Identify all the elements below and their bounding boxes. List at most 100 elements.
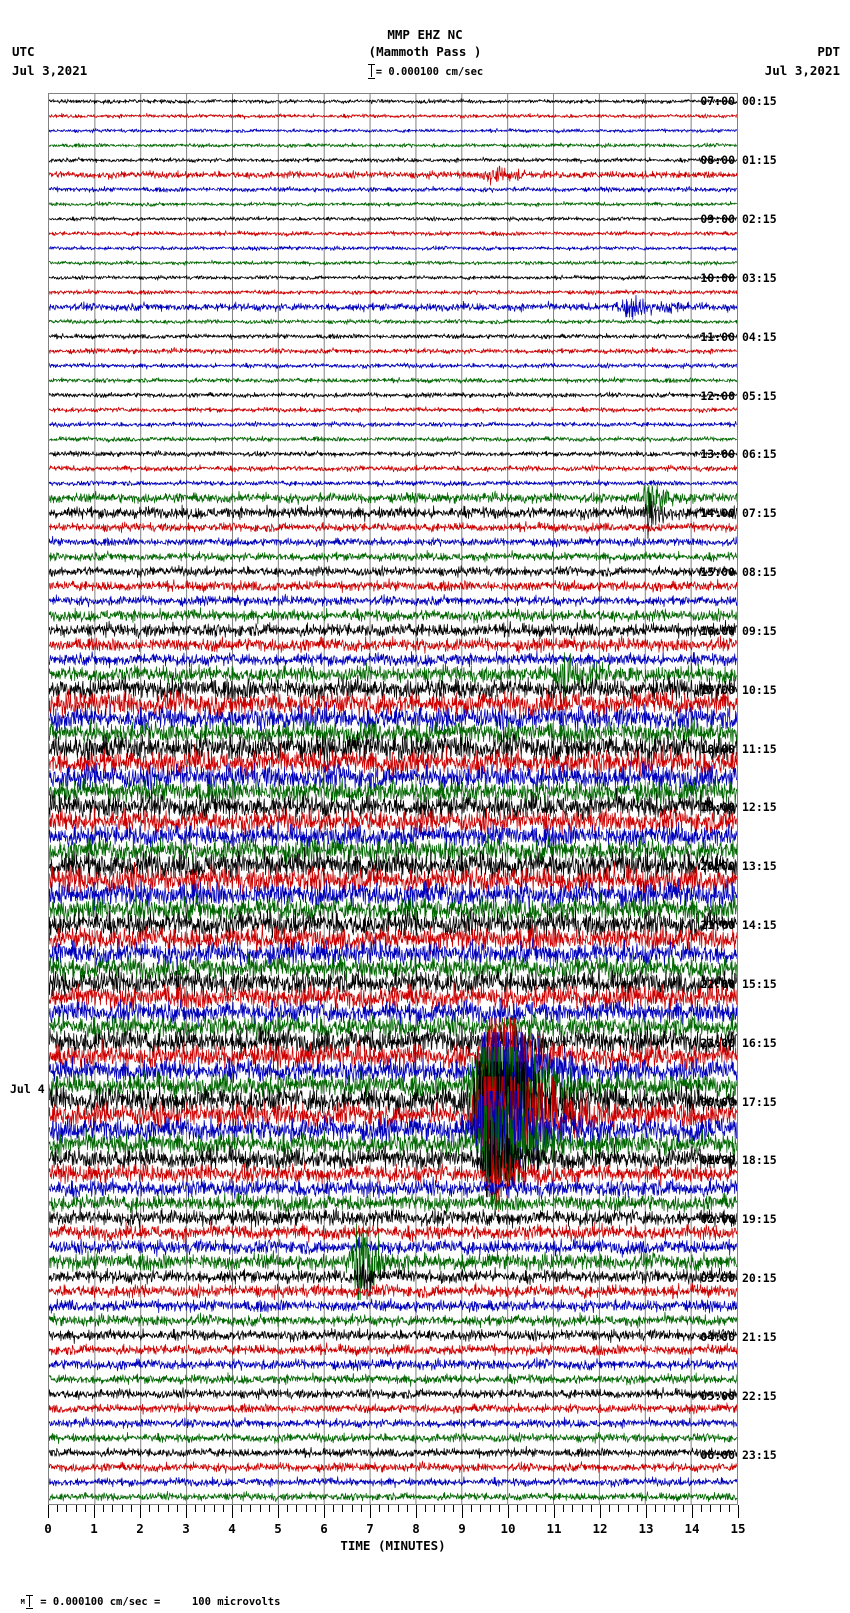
utc-time-label: 23:00	[700, 1035, 735, 1050]
x-axis-tick-label: 5	[274, 1521, 282, 1536]
x-axis-minor-tick	[130, 1505, 132, 1512]
pdt-time-label: 13:15	[742, 859, 777, 874]
utc-time-label: 13:00	[700, 447, 735, 462]
x-axis-minor-tick	[609, 1505, 611, 1512]
x-axis-minor-tick	[535, 1505, 537, 1512]
x-axis-major-tick	[232, 1505, 233, 1518]
x-axis-minor-tick	[636, 1505, 638, 1512]
x-axis-minor-tick	[443, 1505, 445, 1512]
x-axis-minor-tick	[314, 1505, 316, 1512]
x-axis-minor-tick	[627, 1505, 629, 1512]
station-code-label: MMP EHZ NC	[387, 27, 463, 42]
header-left-timezone-block: UTC Jul 3,2021	[12, 42, 87, 80]
x-axis-minor-tick	[112, 1505, 114, 1512]
x-axis-tick-label: 4	[228, 1521, 236, 1536]
utc-time-label: 14:00	[700, 506, 735, 521]
seismogram-plot[interactable]	[48, 93, 738, 1505]
x-axis-minor-tick	[710, 1505, 712, 1512]
x-axis-minor-tick	[250, 1505, 252, 1512]
x-axis-tick-label: 8	[412, 1521, 420, 1536]
x-axis-major-tick	[94, 1505, 95, 1518]
utc-time-label: 03:00	[700, 1271, 735, 1286]
x-axis-tick-label: 0	[44, 1521, 52, 1536]
x-axis-minor-tick	[452, 1505, 454, 1512]
x-axis-minor-tick	[563, 1505, 565, 1512]
x-axis-minor-tick	[75, 1505, 77, 1512]
x-axis-major-tick	[646, 1505, 647, 1518]
x-axis-minor-tick	[259, 1505, 261, 1512]
x-axis-major-tick	[416, 1505, 417, 1518]
x-axis-minor-tick	[655, 1505, 657, 1512]
utc-time-label: 22:00	[700, 976, 735, 991]
utc-time-label: 04:00	[700, 1329, 735, 1344]
x-axis-major-tick	[738, 1505, 739, 1518]
day-change-label: Jul 4	[10, 1081, 45, 1096]
left-date-label: Jul 3,2021	[12, 63, 88, 78]
x-axis-minor-tick	[149, 1505, 151, 1512]
x-axis-major-tick	[186, 1505, 187, 1518]
pdt-time-label: 11:15	[742, 741, 777, 756]
x-axis-minor-tick	[581, 1505, 583, 1512]
utc-time-label: 19:00	[700, 800, 735, 815]
x-axis-tick-label: 10	[500, 1521, 516, 1536]
utc-time-label: 02:00	[700, 1212, 735, 1227]
x-axis-major-tick	[462, 1505, 463, 1518]
x-axis-minor-tick	[333, 1505, 335, 1512]
x-axis-major-tick	[324, 1505, 325, 1518]
utc-time-label: 12:00	[700, 388, 735, 403]
scale-value-label: = 0.000100 cm/sec	[375, 66, 484, 78]
x-axis-minor-tick	[241, 1505, 243, 1512]
utc-time-label: 16:00	[700, 623, 735, 638]
x-axis-minor-tick	[618, 1505, 620, 1512]
seismic-traces	[49, 98, 737, 1502]
x-axis-tick-label: 15	[730, 1521, 746, 1536]
x-axis-minor-tick	[728, 1505, 730, 1512]
utc-time-label: 18:00	[700, 741, 735, 756]
x-axis-tick-label: 13	[638, 1521, 654, 1536]
pdt-time-label: 20:15	[742, 1271, 777, 1286]
x-axis-minor-tick	[471, 1505, 473, 1512]
pdt-time-label: 01:15	[742, 153, 777, 168]
x-axis-major-tick	[554, 1505, 555, 1518]
footer-scale-bar-icon	[25, 1595, 34, 1609]
x-axis-major-tick	[370, 1505, 371, 1518]
footer-scale-text: = 0.000100 cm/sec = 100 microvolts	[40, 1596, 281, 1608]
x-axis-minor-tick	[425, 1505, 427, 1512]
header-scale-block: = 0.000100 cm/sec	[0, 64, 850, 79]
pdt-time-label: 00:15	[742, 94, 777, 109]
pdt-time-label: 06:15	[742, 447, 777, 462]
x-axis-minor-tick	[213, 1505, 215, 1512]
pdt-time-label: 17:15	[742, 1094, 777, 1109]
pdt-time-label: 18:15	[742, 1153, 777, 1168]
x-axis-minor-tick	[57, 1505, 59, 1512]
utc-time-label: 00:00	[700, 1094, 735, 1109]
x-axis-major-tick	[48, 1505, 49, 1518]
x-axis-minor-tick	[287, 1505, 289, 1512]
x-axis-major-tick	[692, 1505, 693, 1518]
pdt-time-label: 15:15	[742, 976, 777, 991]
x-axis-major-tick	[508, 1505, 509, 1518]
x-axis-minor-tick	[204, 1505, 206, 1512]
x-axis-minor-tick	[195, 1505, 197, 1512]
utc-time-label: 20:00	[700, 859, 735, 874]
pdt-time-label: 19:15	[742, 1212, 777, 1227]
pdt-time-label: 22:15	[742, 1388, 777, 1403]
scale-bar-icon	[367, 64, 376, 79]
x-axis-tick-label: 9	[458, 1521, 466, 1536]
x-axis-tick-label: 2	[136, 1521, 144, 1536]
x-axis-minor-tick	[572, 1505, 574, 1512]
pdt-time-label: 16:15	[742, 1035, 777, 1050]
x-axis-minor-tick	[296, 1505, 298, 1512]
x-axis-minor-tick	[167, 1505, 169, 1512]
utc-time-label: 21:00	[700, 918, 735, 933]
x-axis-minor-tick	[682, 1505, 684, 1512]
utc-time-label: 17:00	[700, 682, 735, 697]
x-axis-minor-tick	[121, 1505, 123, 1512]
pdt-time-label: 12:15	[742, 800, 777, 815]
x-axis-minor-tick	[498, 1505, 500, 1512]
pdt-time-label: 14:15	[742, 918, 777, 933]
chart-header: UTC Jul 3,2021 MMP EHZ NC (Mammoth Pass …	[0, 0, 850, 88]
x-axis-minor-tick	[397, 1505, 399, 1512]
x-axis-minor-tick	[305, 1505, 307, 1512]
pdt-time-label: 23:15	[742, 1447, 777, 1462]
